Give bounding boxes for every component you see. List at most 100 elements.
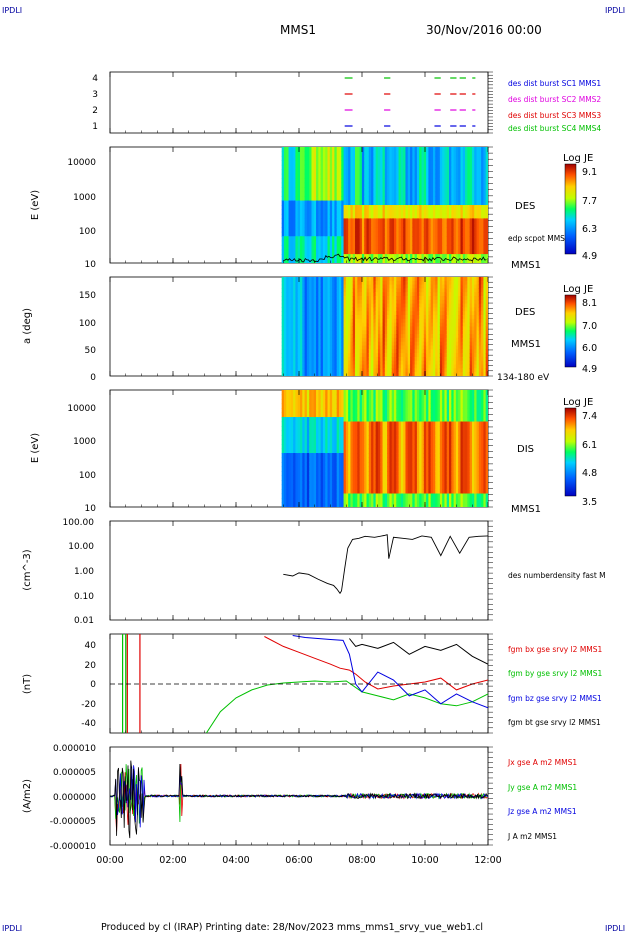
- heatmap-cell: [313, 222, 317, 228]
- heatmap-cell: [449, 337, 452, 343]
- heatmap-cell: [355, 356, 358, 362]
- heatmap-cell: [325, 155, 329, 161]
- heatmap-cell: [377, 303, 381, 309]
- heatmap-cell: [458, 337, 462, 343]
- heatmap-cell: [478, 353, 482, 358]
- heatmap-cell: [290, 417, 294, 423]
- heatmap-cell: [283, 399, 287, 405]
- heatmap-cell: [290, 453, 294, 459]
- heatmap-cell: [423, 218, 427, 224]
- heatmap-cell: [286, 322, 290, 328]
- heatmap-cell: [439, 187, 443, 193]
- heatmap-cell: [348, 349, 352, 354]
- heatmap-cell: [325, 182, 329, 188]
- heatmap-cell: [400, 330, 404, 335]
- heatmap-cell: [458, 307, 462, 312]
- heatmap-cell: [281, 493, 285, 499]
- heatmap-cell: [281, 480, 285, 486]
- heatmap-cell: [432, 318, 436, 324]
- heatmap-cell: [375, 311, 379, 316]
- heatmap-cell: [304, 360, 308, 366]
- heatmap-cell: [366, 205, 370, 211]
- heatmap-cell: [419, 173, 423, 179]
- heatmap-cell: [387, 254, 391, 260]
- heatmap-cell: [423, 364, 427, 369]
- heatmap-cell: [410, 311, 413, 316]
- heatmap-cell: [302, 337, 306, 343]
- heatmap-cell: [348, 200, 352, 206]
- heatmap-cell: [313, 151, 317, 157]
- heatmap-cell: [467, 311, 471, 316]
- heatmap-cell: [373, 311, 377, 316]
- heatmap-cell: [297, 337, 301, 343]
- heatmap-cell: [313, 315, 317, 320]
- heatmap-cell: [474, 334, 478, 339]
- heatmap-cell: [293, 421, 297, 427]
- heatmap-cell: [352, 160, 356, 166]
- heatmap-cell: [327, 318, 331, 324]
- heatmap-cell: [407, 231, 411, 237]
- heatmap-cell: [414, 191, 418, 197]
- heatmap-cell: [410, 280, 413, 286]
- heatmap-cell: [396, 231, 400, 237]
- heatmap-cell: [348, 356, 352, 362]
- heatmap-cell: [377, 337, 381, 343]
- heatmap-cell: [364, 322, 368, 328]
- heatmap-cell: [405, 349, 409, 354]
- heatmap-cell: [428, 191, 432, 197]
- heatmap-cell: [302, 284, 306, 290]
- heatmap-cell: [405, 284, 409, 290]
- heatmap-cell: [453, 187, 457, 193]
- heatmap-cell: [483, 292, 487, 297]
- heatmap-cell: [295, 471, 299, 477]
- heatmap-cell: [336, 222, 340, 228]
- heatmap-cell: [313, 356, 317, 362]
- heatmap-cell: [322, 292, 326, 297]
- heatmap-cell: [483, 299, 487, 305]
- heatmap-cell: [478, 200, 482, 206]
- heatmap-cell: [357, 307, 361, 312]
- heatmap-cell: [290, 299, 294, 305]
- heatmap-cell: [394, 368, 397, 373]
- heatmap-cell: [405, 254, 409, 260]
- heatmap-cell: [297, 408, 301, 414]
- heatmap-cell: [341, 245, 345, 251]
- heatmap-cell: [419, 178, 423, 184]
- heatmap-cell: [352, 349, 356, 354]
- heatmap-cell: [432, 209, 436, 215]
- heatmap-cell: [396, 182, 400, 188]
- heatmap-cell: [281, 299, 285, 305]
- heatmap-cell: [462, 318, 466, 324]
- heatmap-cell: [387, 330, 391, 335]
- heatmap-cell: [336, 218, 340, 224]
- heatmap-cell: [290, 284, 294, 290]
- heatmap-cell: [357, 368, 361, 373]
- heatmap-cell: [316, 345, 319, 350]
- heatmap-cell: [366, 258, 370, 263]
- heatmap-cell: [359, 277, 363, 282]
- heatmap-cell: [348, 169, 352, 175]
- heatmap-cell: [302, 341, 306, 347]
- heatmap-cell: [403, 155, 407, 161]
- heatmap-cell: [316, 160, 319, 166]
- heatmap-cell: [348, 227, 352, 233]
- heatmap-cell: [286, 164, 290, 170]
- heatmap-cell: [364, 334, 368, 339]
- heatmap-cell: [444, 364, 448, 369]
- heatmap-cell: [309, 191, 313, 197]
- heatmap-cell: [334, 334, 338, 339]
- heatmap-cell: [350, 182, 354, 188]
- heatmap-cell: [295, 353, 299, 358]
- heatmap-cell: [410, 258, 413, 263]
- heatmap-cell: [462, 334, 466, 339]
- heatmap-cell: [295, 368, 299, 373]
- heatmap-cell: [304, 160, 308, 166]
- heatmap-cell: [485, 164, 488, 170]
- heatmap-cell: [458, 360, 462, 366]
- heatmap-cell: [446, 249, 450, 255]
- burst-legend: des dist burst SC1 MMS1 des dist burst S…: [508, 79, 601, 133]
- heatmap-cell: [322, 173, 326, 179]
- heatmap-cell: [311, 147, 315, 153]
- heatmap-cell: [485, 307, 488, 312]
- heatmap-cell: [286, 307, 290, 312]
